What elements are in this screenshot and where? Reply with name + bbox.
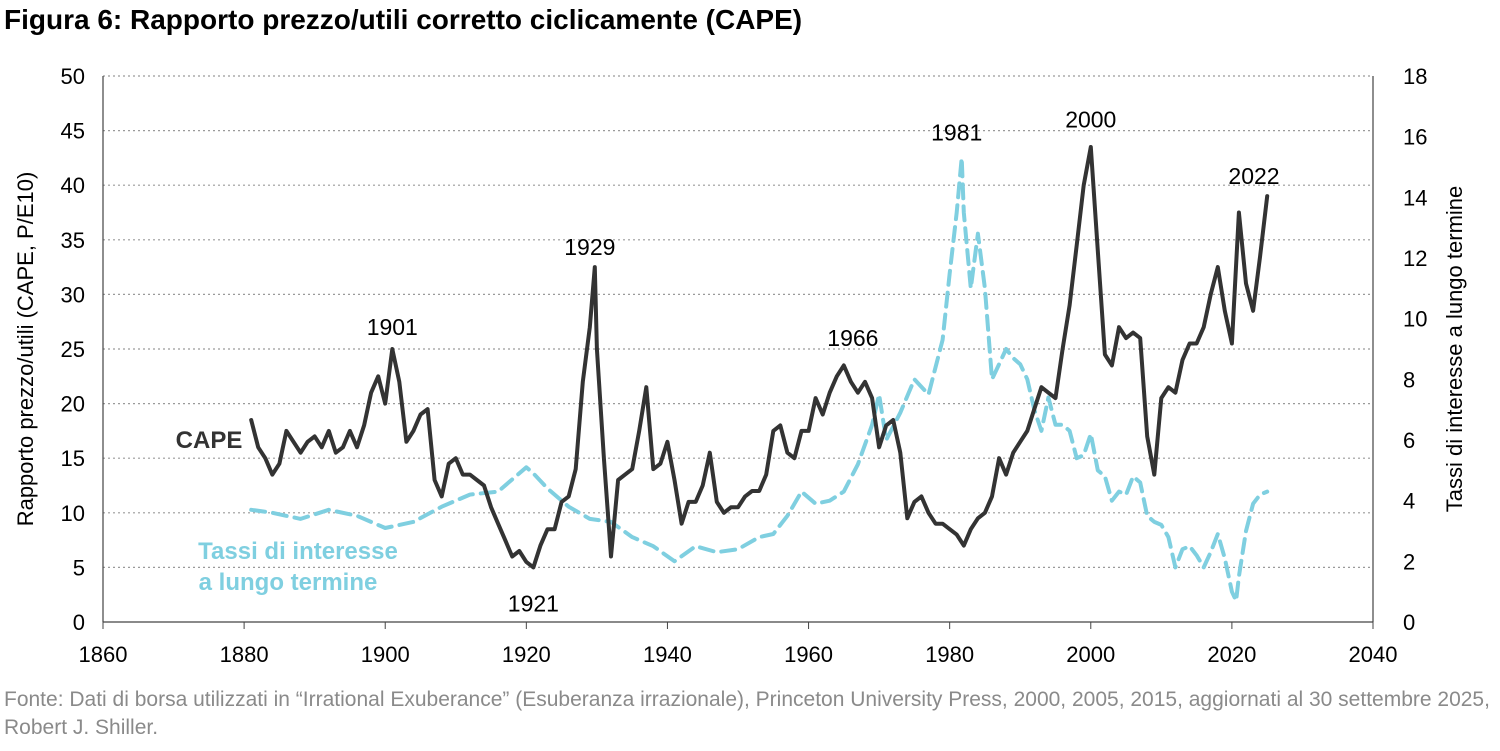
y-axis-label: Rapporto prezzo/utili (CAPE, P/E10)	[13, 172, 38, 527]
rates-series-label: a lungo termine	[199, 569, 378, 596]
y-tick-label: 0	[73, 610, 85, 635]
y-tick-label: 40	[61, 173, 85, 198]
y-tick-label: 25	[61, 337, 85, 362]
cape-chart: 0 5 10 15 20 25 30 35 40 45 50 0 2 4 6 8 10 12 14 16 18 1860 1…	[13, 64, 1467, 667]
annotation-1981: 1981	[931, 119, 982, 145]
x-tick-label: 1860	[79, 642, 128, 667]
y2-tick-label: 16	[1403, 125, 1427, 150]
x-tick-label: 2020	[1207, 642, 1256, 667]
annotation-2000: 2000	[1065, 107, 1116, 133]
cape-series-label: CAPE	[176, 427, 243, 454]
y-tick-label: 35	[61, 228, 85, 253]
y2-tick-label: 12	[1403, 246, 1427, 271]
annotation-1901: 1901	[367, 314, 418, 340]
source-note: Fonte: Dati di borsa utilizzati in “Irra…	[4, 688, 1490, 739]
x-tick-label: 1920	[502, 642, 551, 667]
y2-tick-label: 2	[1403, 549, 1415, 574]
y2-tick-label: 6	[1403, 428, 1415, 453]
y-tick-label: 10	[61, 501, 85, 526]
y2-tick-label: 8	[1403, 367, 1415, 392]
y-tick-label: 15	[61, 446, 85, 471]
y-tick-label: 20	[61, 392, 85, 417]
y2-tick-label: 10	[1403, 307, 1427, 332]
y-tick-label: 30	[61, 282, 85, 307]
y2-axis-label: Tassi di interesse a lungo termine	[1442, 186, 1467, 513]
rates-series-label: Tassi di interesse	[198, 538, 398, 565]
long-term-rates-line	[249, 155, 1270, 603]
chart-labels: 1901 1929 1921 1966 1981 2000 2022 CAPE Tassi di…	[176, 107, 1280, 617]
x-tick-label: 1880	[220, 642, 269, 667]
x-tick-label: 1900	[361, 642, 410, 667]
cape-line	[249, 145, 1270, 570]
annotation-1929: 1929	[564, 234, 615, 260]
grid-lines	[103, 75, 1373, 569]
x-tick-label: 2000	[1066, 642, 1115, 667]
figure-title: Figura 6: Rapporto prezzo/utili corretto…	[4, 4, 803, 35]
y2-tick-label: 4	[1403, 489, 1415, 514]
axes: 0 5 10 15 20 25 30 35 40 45 50 0 2 4 6 8 10 12 14 16 18 1860 1…	[13, 64, 1467, 667]
y2-tick-label: 14	[1403, 185, 1427, 210]
annotation-2022: 2022	[1228, 163, 1279, 189]
x-tick-label: 1940	[643, 642, 692, 667]
annotation-1921: 1921	[508, 590, 559, 616]
chart-series	[249, 145, 1270, 603]
annotation-1966: 1966	[827, 325, 878, 351]
x-tick-label: 2040	[1349, 642, 1398, 667]
y-tick-label: 50	[61, 64, 85, 89]
y2-tick-label: 18	[1403, 64, 1427, 89]
y-tick-label: 45	[61, 119, 85, 144]
x-tick-label: 1980	[925, 642, 974, 667]
y2-tick-label: 0	[1403, 610, 1415, 635]
y-tick-label: 5	[73, 555, 85, 580]
x-tick-label: 1960	[784, 642, 833, 667]
